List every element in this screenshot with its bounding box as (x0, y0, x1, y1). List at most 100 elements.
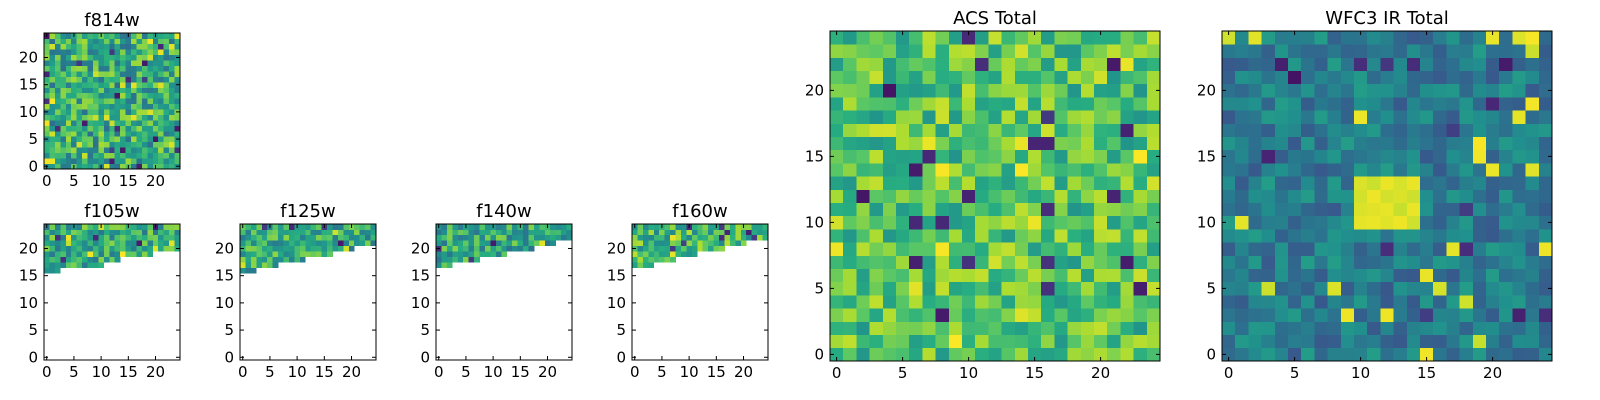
heatmap-cell (922, 123, 936, 137)
heatmap-cell (1274, 229, 1289, 243)
heatmap-cell (463, 229, 469, 236)
heatmap-cell (147, 65, 154, 72)
heatmap-cell (1486, 308, 1500, 322)
heatmap-cell (1133, 70, 1148, 85)
heatmap-cell (539, 224, 546, 230)
heatmap-cell (1248, 321, 1262, 335)
heatmap-cell (82, 152, 88, 159)
heatmap-cell (1120, 308, 1134, 322)
heatmap-cell (49, 49, 56, 56)
heatmap-cell (1525, 321, 1540, 335)
heatmap-cell (256, 245, 263, 252)
heatmap-cell (653, 256, 660, 263)
heatmap-cell (975, 215, 989, 230)
heatmap-cell (82, 125, 88, 132)
heatmap-cell (76, 98, 83, 105)
heatmap-cell (1067, 202, 1082, 217)
heatmap-cell (1525, 281, 1540, 296)
heatmap-cell (65, 141, 72, 148)
heatmap-cell (1120, 123, 1134, 137)
heatmap-cell (44, 71, 50, 77)
heatmap-cell (141, 147, 148, 154)
heatmap-cell (713, 234, 720, 241)
heatmap-cell (909, 163, 923, 177)
heatmap-cell (659, 245, 665, 252)
heatmap-cell (1406, 83, 1421, 98)
heatmap-cell (896, 44, 910, 58)
heatmap-cell (136, 76, 143, 83)
heatmap-cell (935, 347, 950, 362)
heatmap-cell (1261, 110, 1276, 124)
heatmap-cell (896, 123, 910, 137)
heatmap-cell (484, 229, 491, 236)
heatmap-cell (71, 240, 77, 247)
heatmap-cell (76, 120, 83, 126)
x-tick-label: 0 (630, 363, 640, 381)
heatmap-cell (1420, 295, 1434, 309)
heatmap-cell (1367, 268, 1381, 283)
heatmap-cell (1380, 334, 1394, 349)
heatmap-cell (1001, 215, 1016, 230)
heatmap-cell (1538, 70, 1553, 85)
heatmap-cell (1120, 215, 1134, 230)
heatmap-cell (441, 229, 448, 236)
heatmap-cell (131, 49, 137, 56)
heatmap-cell (935, 189, 950, 203)
heatmap-cell (109, 98, 116, 105)
heatmap-cell (1354, 83, 1368, 98)
heatmap-cell (1028, 347, 1042, 362)
heatmap-cell (82, 98, 88, 105)
heatmap-cell (1327, 229, 1342, 243)
heatmap-cell (691, 251, 698, 257)
heatmap-cell (1433, 83, 1447, 98)
heatmap-cell (1380, 268, 1394, 283)
heatmap-cell (1314, 189, 1328, 203)
heatmap-cell (517, 234, 524, 241)
heatmap-cell (169, 152, 175, 159)
heatmap-cell (1120, 242, 1134, 256)
heatmap-cell (1014, 97, 1029, 111)
heatmap-cell (60, 256, 67, 263)
heatmap-cell (141, 234, 148, 241)
heatmap-cell (169, 98, 175, 105)
heatmap-cell (131, 114, 137, 121)
heatmap-cell (158, 229, 165, 236)
heatmap-cell (169, 49, 175, 56)
heatmap-cell (512, 245, 518, 252)
heatmap-cell (141, 136, 148, 143)
heatmap-cell (152, 54, 159, 61)
heatmap-cell (975, 295, 989, 309)
heatmap-cell (76, 49, 83, 56)
heatmap-cell (632, 262, 638, 268)
y-tick-label: 0 (28, 348, 38, 366)
heatmap-cell (1235, 136, 1249, 151)
heatmap-cell (479, 240, 486, 247)
heatmap-cell (131, 33, 137, 39)
heatmap-cell (544, 234, 551, 241)
heatmap-cell (1001, 334, 1016, 349)
heatmap-cell (49, 251, 56, 257)
heatmap-cell (909, 136, 923, 151)
heatmap-cell (98, 76, 105, 83)
heatmap-cell (1120, 31, 1134, 45)
heatmap-cell (1538, 229, 1553, 243)
heatmap-cell (490, 251, 497, 257)
heatmap-cell (76, 234, 83, 241)
heatmap-cell (948, 97, 963, 111)
heatmap-cell (1433, 242, 1447, 256)
heatmap-cell (1446, 57, 1460, 71)
heatmap-cell (103, 38, 110, 45)
heatmap-cell (114, 54, 121, 61)
heatmap-cell (664, 234, 671, 241)
heatmap-cell (109, 147, 116, 154)
heatmap-cell (114, 152, 121, 159)
heatmap-cell (909, 123, 923, 137)
heatmap-cell (256, 262, 263, 268)
heatmap-cell (92, 141, 99, 148)
heatmap-cell (539, 229, 546, 236)
heatmap-cell (71, 76, 77, 83)
heatmap-cell (120, 136, 126, 143)
heatmap-cell (1393, 334, 1408, 349)
heatmap-cell (82, 224, 88, 230)
heatmap-cell (169, 103, 175, 110)
